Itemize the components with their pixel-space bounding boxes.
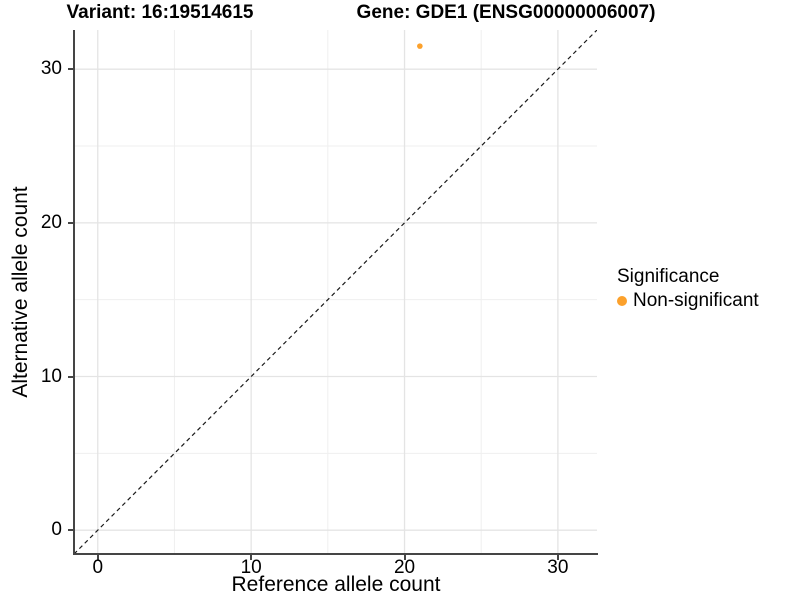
- legend-item-label: Non-significant: [633, 290, 759, 311]
- plot-area-svg: [74, 30, 597, 554]
- y-tick-mark: [68, 68, 73, 71]
- x-tick-label: 10: [240, 557, 262, 578]
- x-tick-label: 30: [547, 557, 569, 578]
- legend-title: Significance: [617, 266, 720, 287]
- y-tick-label: 0: [51, 519, 62, 541]
- identity-dashed-line: [74, 30, 597, 554]
- y-tick-label: 20: [40, 211, 62, 233]
- legend-point-icon: [617, 296, 627, 306]
- gene-title: Gene: GDE1 (ENSG00000006007): [356, 2, 656, 23]
- variant-title: Variant: 16:19514615: [66, 2, 254, 23]
- x-axis-title: Reference allele count: [231, 573, 441, 596]
- y-tick-mark: [68, 375, 73, 378]
- y-tick-mark: [68, 221, 73, 224]
- x-tick-label: 0: [92, 557, 104, 578]
- x-tick-mark: [250, 555, 253, 560]
- x-tick-label: 20: [393, 557, 416, 578]
- y-axis-line: [73, 30, 75, 555]
- x-tick-mark: [403, 555, 406, 560]
- y-tick-label: 10: [40, 365, 62, 387]
- y-tick-mark: [68, 529, 73, 532]
- legend: Significance Non-significant: [617, 266, 759, 312]
- plot-panel: [74, 30, 597, 554]
- x-axis-line: [73, 553, 598, 555]
- y-tick-label: 30: [40, 58, 62, 80]
- x-tick-mark: [96, 555, 99, 560]
- data-point: [417, 43, 423, 49]
- x-tick-mark: [556, 555, 559, 560]
- legend-item: Non-significant: [617, 290, 759, 312]
